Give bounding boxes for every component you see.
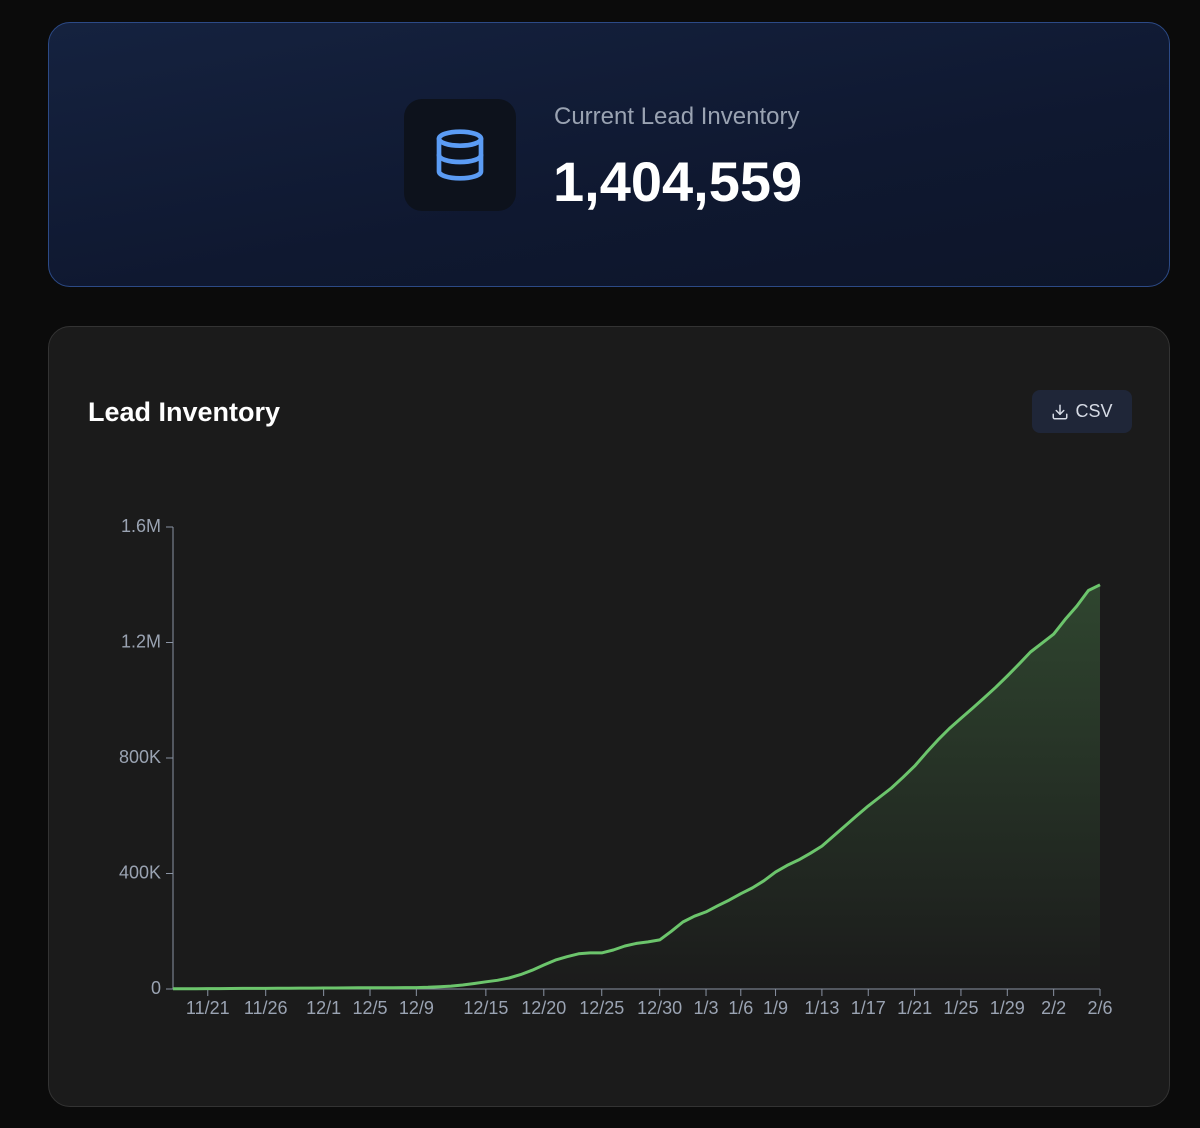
- y-tick-label: 1.2M: [121, 631, 161, 651]
- x-tick-label: 1/9: [763, 998, 788, 1018]
- x-tick-label: 11/21: [186, 998, 230, 1018]
- x-tick-label: 1/13: [804, 998, 839, 1018]
- y-tick-label: 400K: [119, 862, 161, 882]
- x-tick-label: 11/26: [244, 998, 288, 1018]
- x-tick-label: 1/25: [943, 998, 978, 1018]
- x-tick-label: 1/21: [897, 998, 932, 1018]
- x-tick-label: 1/17: [851, 998, 886, 1018]
- x-tick-label: 12/1: [306, 998, 341, 1018]
- x-tick-label: 1/3: [694, 998, 719, 1018]
- database-icon: [404, 99, 516, 211]
- line: [173, 583, 1101, 991]
- x-tick-label: 12/5: [352, 998, 387, 1018]
- x-tick-label: 12/15: [463, 998, 508, 1018]
- stat-card: Current Lead Inventory 1,404,559: [48, 22, 1170, 287]
- x-tick-label: 12/20: [521, 998, 566, 1018]
- y-tick-label: 1.6M: [121, 516, 161, 536]
- x-tick-label: 1/29: [990, 998, 1025, 1018]
- x-tick-label: 1/6: [728, 998, 753, 1018]
- stat-value: 1,404,559: [553, 150, 803, 213]
- csv-label[interactable]: CSV: [1075, 401, 1113, 421]
- x-tick-label: 12/30: [637, 998, 682, 1018]
- stat-label: Current Lead Inventory: [554, 103, 800, 130]
- y-tick-label: 0: [151, 978, 161, 998]
- y-tick-label: 800K: [119, 747, 161, 767]
- x-tick-label: 2/2: [1041, 998, 1066, 1018]
- x-tick-label: 12/9: [399, 998, 434, 1018]
- area: [173, 584, 1100, 989]
- csv-button[interactable]: CSV: [1032, 390, 1132, 433]
- x-tick-label: 12/25: [579, 998, 624, 1018]
- x-tick-label: 2/6: [1087, 998, 1112, 1018]
- chart-title: Lead Inventory: [88, 397, 281, 427]
